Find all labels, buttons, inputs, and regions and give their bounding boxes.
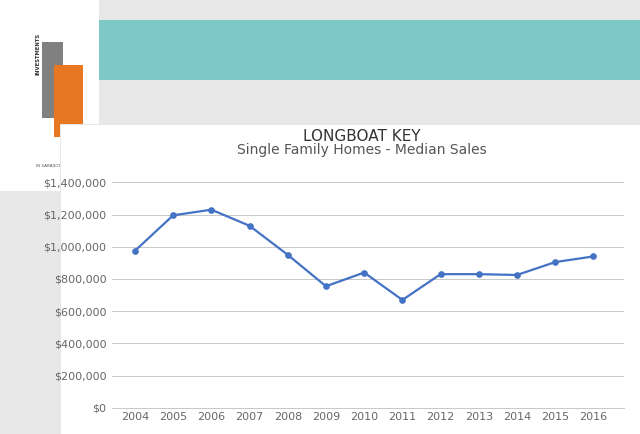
Bar <box>42 42 63 118</box>
Text: IN SARASOTA: IN SARASOTA <box>36 164 63 168</box>
Bar <box>54 65 83 138</box>
Text: LONGBOAT KEY: LONGBOAT KEY <box>303 129 420 144</box>
Text: INVESTMENTS: INVESTMENTS <box>35 33 40 75</box>
Text: Single Family Homes - Median Sales: Single Family Homes - Median Sales <box>237 143 486 157</box>
